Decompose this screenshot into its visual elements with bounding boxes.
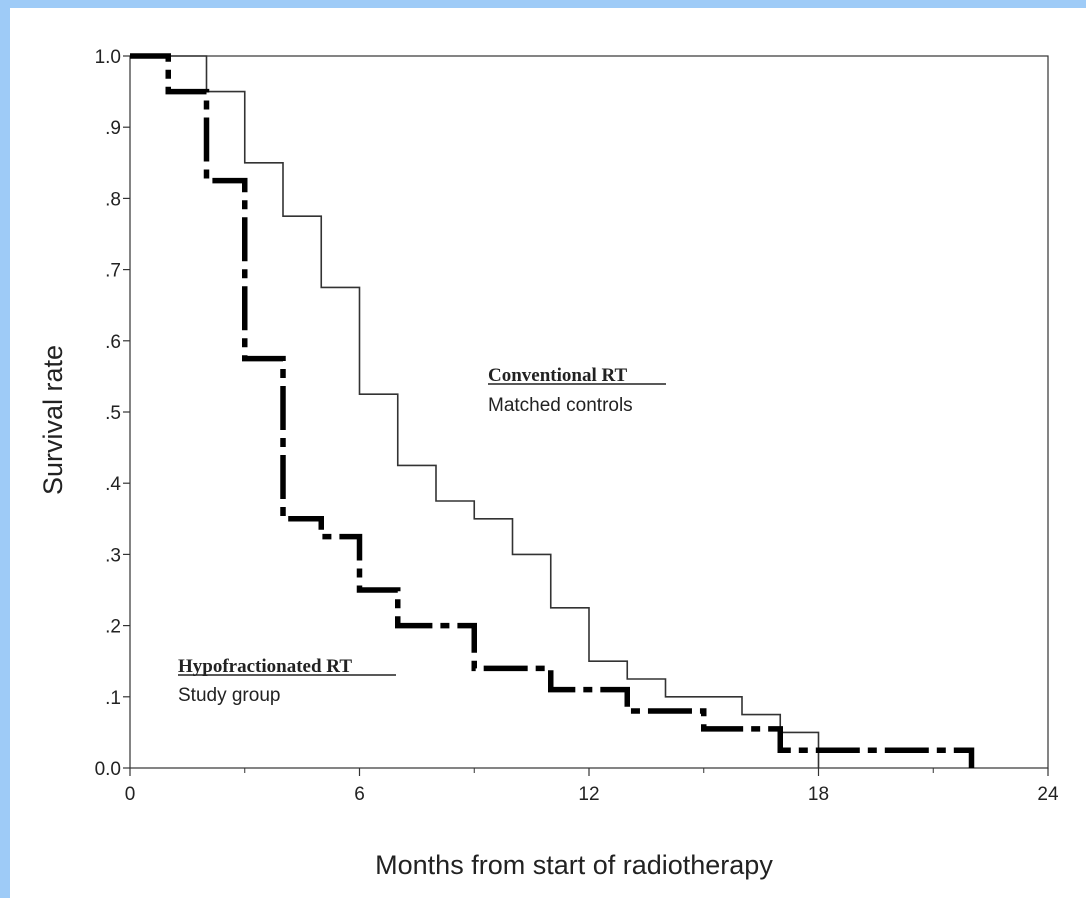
conventional-annotation: Conventional RT Matched controls (488, 365, 666, 416)
survival-chart: 0 6 12 18 24 0.0 .1 .2 .3 .4 .5 .6 .7 .8 .9 1.0 Months … (38, 47, 1059, 880)
conventional-sublabel: Matched controls (488, 395, 633, 416)
x-tick-label: 18 (808, 784, 829, 805)
y-tick-label: .8 (105, 189, 121, 210)
hypofractionated-rt-curve (130, 53, 975, 768)
y-tick-label: .6 (105, 332, 121, 353)
y-tick-label: .1 (105, 688, 121, 709)
x-tick-label: 0 (125, 784, 136, 805)
conventional-label: Conventional RT (488, 365, 628, 386)
hypofractionated-sublabel: Study group (178, 685, 280, 706)
conventional-rt-curve (130, 55, 820, 768)
hypofractionated-annotation: Hypofractionated RT Study group (178, 656, 396, 706)
chart-frame: 0 6 12 18 24 0.0 .1 .2 .3 .4 .5 .6 .7 .8 .9 1.0 Months … (10, 8, 1086, 898)
y-tick-label: 0.0 (95, 759, 121, 780)
y-tick-label: .4 (105, 474, 121, 495)
hypofractionated-label: Hypofractionated RT (178, 656, 352, 677)
x-tick-label: 24 (1037, 784, 1059, 805)
y-tick-label: .2 (105, 617, 121, 638)
y-tick-label: 1.0 (95, 47, 121, 68)
y-axis-title: Survival rate (38, 345, 68, 495)
y-tick-label: .9 (105, 118, 121, 139)
x-tick-label: 12 (578, 784, 599, 805)
y-tick-label: .3 (105, 545, 121, 566)
x-tick-label: 6 (354, 784, 365, 805)
x-axis-title: Months from start of radiotherapy (375, 850, 773, 880)
y-tick-label: .5 (105, 403, 121, 424)
y-tick-label: .7 (105, 261, 121, 282)
